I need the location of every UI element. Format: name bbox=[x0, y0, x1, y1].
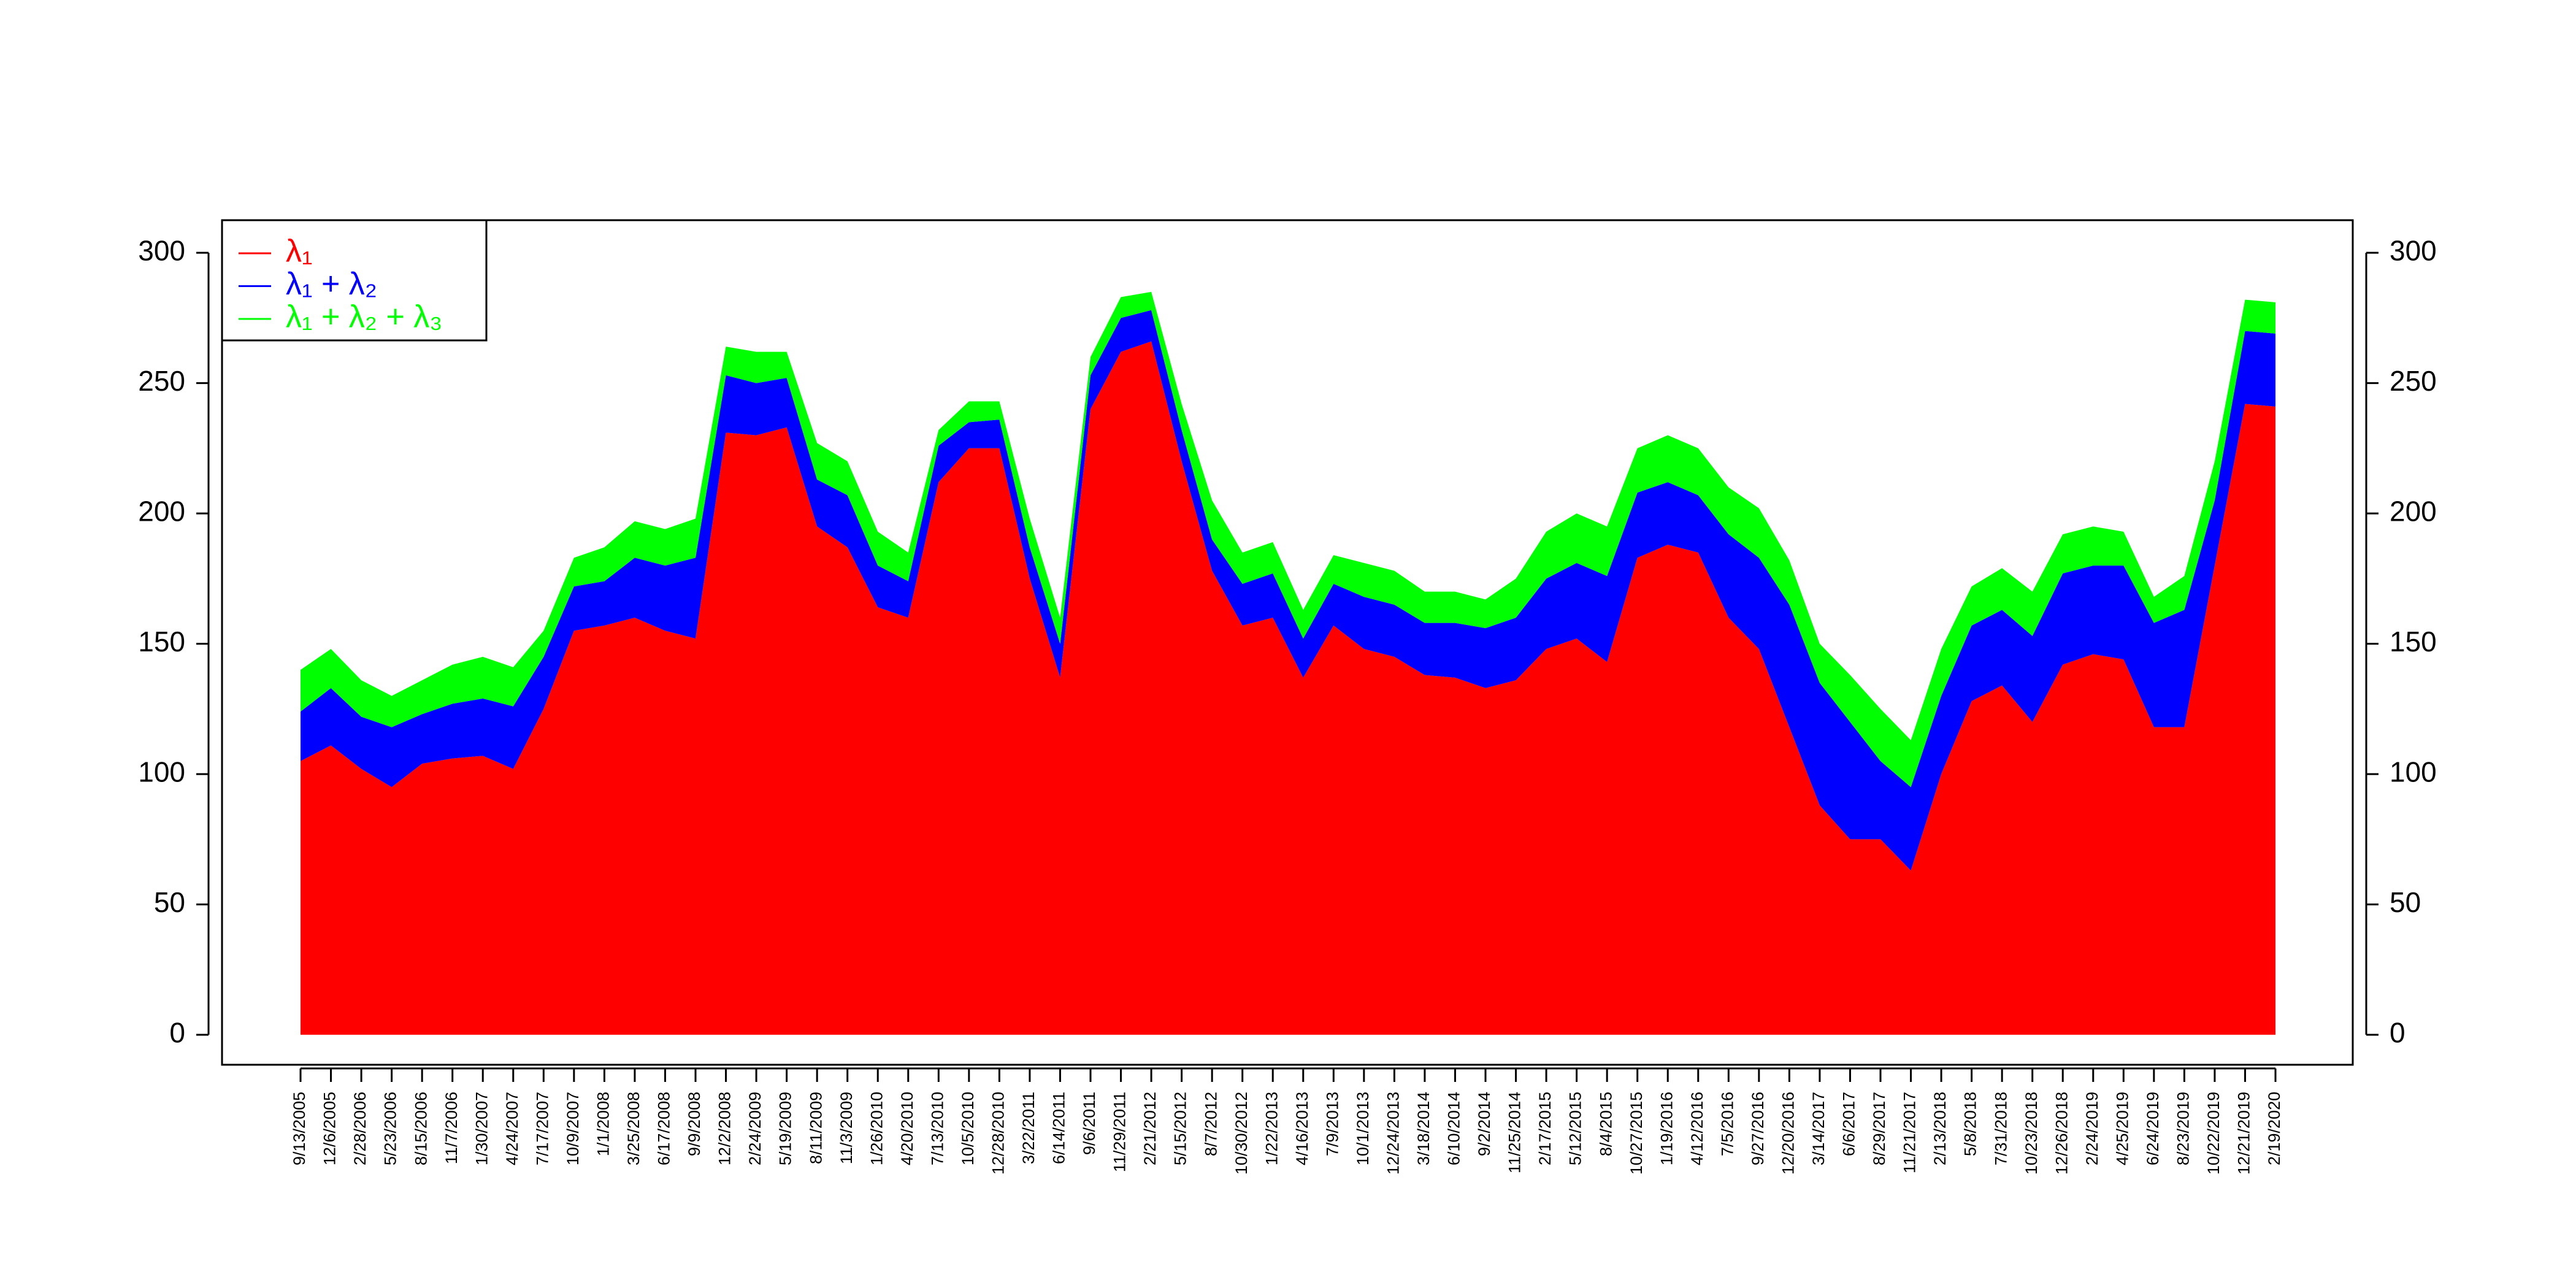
x-tick-label: 11/25/2014 bbox=[1506, 1092, 1524, 1173]
x-tick-label: 2/19/2020 bbox=[2265, 1092, 2283, 1165]
x-tick-label: 2/24/2009 bbox=[746, 1092, 764, 1165]
x-tick-label: 3/25/2008 bbox=[624, 1092, 643, 1165]
x-tick-label: 4/16/2013 bbox=[1293, 1092, 1311, 1165]
x-tick-label: 9/27/2016 bbox=[1749, 1092, 1767, 1165]
x-tick-label: 12/24/2013 bbox=[1384, 1092, 1403, 1175]
x-tick-label: 6/14/2011 bbox=[1050, 1092, 1068, 1164]
x-tick-label: 5/8/2018 bbox=[1961, 1092, 1980, 1156]
x-tick-label: 1/19/2016 bbox=[1657, 1092, 1676, 1165]
x-tick-label: 8/15/2006 bbox=[412, 1092, 430, 1165]
y-tick-label: 100 bbox=[138, 756, 185, 788]
x-tick-label: 7/9/2013 bbox=[1323, 1092, 1341, 1156]
y-tick-label: 150 bbox=[138, 626, 185, 657]
x-tick-label: 10/1/2013 bbox=[1354, 1092, 1372, 1165]
x-tick-label: 2/28/2006 bbox=[351, 1092, 369, 1165]
x-tick-label: 2/24/2019 bbox=[2083, 1092, 2101, 1165]
x-tick-label: 1/30/2007 bbox=[472, 1092, 491, 1165]
x-tick-label: 1/1/2008 bbox=[594, 1092, 613, 1156]
x-tick-label: 4/25/2019 bbox=[2113, 1092, 2131, 1165]
x-tick-label: 6/10/2014 bbox=[1445, 1092, 1463, 1165]
x-tick-label: 5/15/2012 bbox=[1171, 1092, 1190, 1165]
y2-tick-label: 150 bbox=[2390, 626, 2437, 657]
x-tick-label: 8/11/2009 bbox=[807, 1092, 825, 1164]
x-tick-label: 5/23/2006 bbox=[381, 1092, 400, 1165]
y-tick-label: 200 bbox=[138, 495, 185, 527]
x-tick-label: 11/29/2011 bbox=[1111, 1092, 1129, 1172]
x-tick-label: 5/12/2015 bbox=[1566, 1092, 1585, 1165]
y2-tick-label: 250 bbox=[2390, 365, 2437, 397]
x-tick-label: 9/13/2005 bbox=[290, 1092, 309, 1165]
x-tick-label: 10/27/2015 bbox=[1627, 1092, 1646, 1175]
y-tick-label: 250 bbox=[138, 365, 185, 397]
x-tick-label: 12/21/2019 bbox=[2235, 1092, 2253, 1175]
x-tick-label: 12/6/2005 bbox=[321, 1092, 339, 1165]
x-tick-label: 10/5/2010 bbox=[959, 1092, 977, 1165]
y2-tick-label: 100 bbox=[2390, 756, 2437, 788]
y-tick-label: 0 bbox=[169, 1016, 185, 1048]
x-tick-label: 5/19/2009 bbox=[776, 1092, 795, 1165]
plot-frame bbox=[221, 219, 2354, 1066]
x-tick-label: 2/21/2012 bbox=[1141, 1092, 1159, 1165]
x-tick-label: 10/23/2018 bbox=[2022, 1092, 2041, 1175]
x-tick-label: 7/5/2016 bbox=[1718, 1092, 1736, 1156]
area bbox=[301, 341, 2275, 1035]
x-tick-label: 11/21/2017 bbox=[1901, 1092, 1919, 1173]
x-tick-label: 7/17/2007 bbox=[533, 1092, 551, 1165]
legend-box bbox=[221, 219, 488, 342]
x-tick-label: 4/12/2016 bbox=[1688, 1092, 1706, 1165]
y2-tick-label: 50 bbox=[2390, 886, 2421, 918]
x-tick-label: 8/7/2012 bbox=[1202, 1092, 1220, 1156]
x-tick-label: 8/4/2015 bbox=[1597, 1092, 1615, 1156]
x-tick-label: 3/22/2011 bbox=[1019, 1092, 1038, 1164]
x-tick-label: 6/6/2017 bbox=[1840, 1092, 1858, 1156]
x-tick-label: 3/14/2017 bbox=[1809, 1092, 1828, 1165]
x-tick-label: 8/23/2019 bbox=[2174, 1092, 2193, 1165]
y-tick-label: 300 bbox=[138, 234, 185, 266]
x-tick-label: 10/22/2019 bbox=[2204, 1092, 2223, 1175]
x-tick-label: 7/31/2018 bbox=[1991, 1092, 2010, 1165]
x-tick-label: 8/29/2017 bbox=[1870, 1092, 1888, 1165]
x-tick-label: 4/24/2007 bbox=[503, 1092, 521, 1165]
area bbox=[301, 291, 2275, 788]
y2-tick-label: 300 bbox=[2390, 234, 2437, 266]
x-tick-label: 1/22/2013 bbox=[1262, 1092, 1281, 1165]
area bbox=[301, 310, 2275, 871]
legend-label: λ₁ + λ₂ + λ₃ bbox=[286, 299, 442, 335]
x-tick-label: 1/26/2010 bbox=[867, 1092, 886, 1165]
x-tick-label: 12/20/2016 bbox=[1779, 1092, 1798, 1175]
x-tick-label: 7/13/2010 bbox=[928, 1092, 946, 1165]
x-tick-label: 11/3/2009 bbox=[837, 1092, 856, 1164]
x-tick-label: 2/13/2018 bbox=[1931, 1092, 1949, 1165]
legend-label: λ₁ + λ₂ bbox=[286, 266, 377, 302]
x-tick-label: 3/18/2014 bbox=[1414, 1092, 1433, 1165]
x-tick-label: 6/24/2019 bbox=[2144, 1092, 2162, 1165]
x-tick-label: 12/2/2008 bbox=[716, 1092, 734, 1165]
x-tick-label: 2/17/2015 bbox=[1536, 1092, 1554, 1165]
x-tick-label: 10/30/2012 bbox=[1232, 1092, 1251, 1175]
x-tick-label: 9/9/2008 bbox=[685, 1092, 703, 1156]
x-tick-label: 12/28/2010 bbox=[989, 1092, 1008, 1175]
x-tick-label: 12/26/2018 bbox=[2052, 1092, 2071, 1175]
y-tick-label: 50 bbox=[154, 886, 185, 918]
x-tick-label: 4/20/2010 bbox=[898, 1092, 916, 1165]
y2-tick-label: 200 bbox=[2390, 495, 2437, 527]
x-tick-label: 9/6/2011 bbox=[1080, 1092, 1098, 1155]
legend-label: λ₁ bbox=[286, 234, 313, 269]
x-tick-label: 9/2/2014 bbox=[1475, 1092, 1493, 1156]
x-tick-label: 11/7/2006 bbox=[442, 1092, 461, 1164]
y2-tick-label: 0 bbox=[2390, 1016, 2405, 1048]
x-tick-label: 6/17/2008 bbox=[655, 1092, 673, 1165]
x-tick-label: 10/9/2007 bbox=[564, 1092, 582, 1165]
